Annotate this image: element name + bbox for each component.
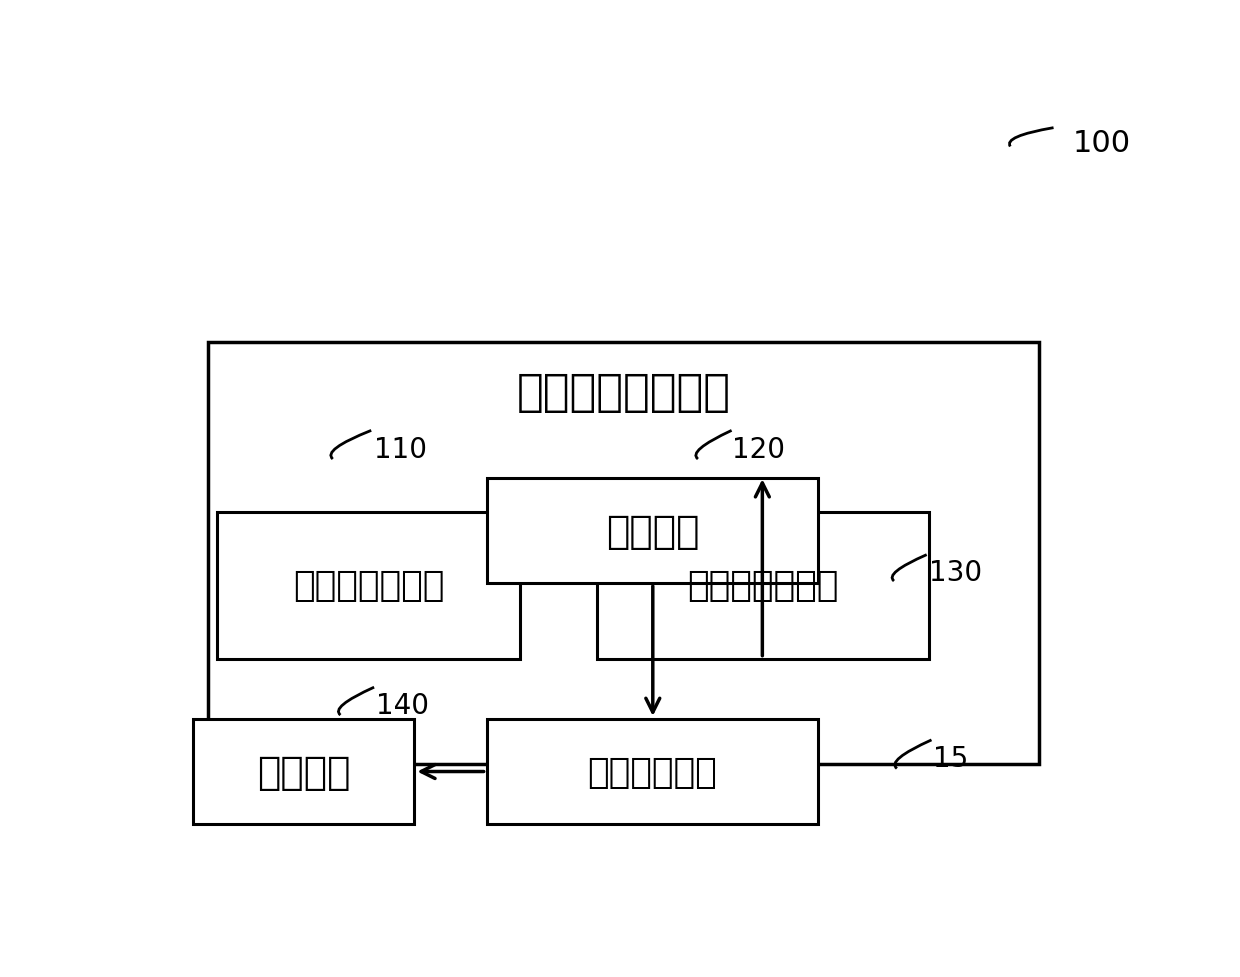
- Text: 110: 110: [374, 436, 427, 464]
- Text: 130: 130: [929, 559, 982, 586]
- Bar: [193, 719, 414, 825]
- Text: 140: 140: [376, 692, 429, 719]
- Bar: [486, 719, 818, 825]
- Bar: [217, 512, 521, 658]
- Bar: [208, 343, 1039, 764]
- Text: 100: 100: [1073, 129, 1131, 158]
- Bar: [596, 512, 929, 658]
- Text: 超声波发射模块: 超声波发射模块: [293, 569, 444, 603]
- Bar: [486, 479, 818, 583]
- Text: 超声骨密度仪探头: 超声骨密度仪探头: [517, 370, 730, 413]
- Text: 显示模块: 显示模块: [257, 752, 351, 790]
- Text: 判定模块: 判定模块: [605, 512, 699, 550]
- Text: 超声波接收模块: 超声波接收模块: [687, 569, 838, 603]
- Text: 信号采集模块: 信号采集模块: [588, 755, 717, 788]
- Text: 15: 15: [934, 744, 968, 772]
- Text: 120: 120: [732, 436, 785, 464]
